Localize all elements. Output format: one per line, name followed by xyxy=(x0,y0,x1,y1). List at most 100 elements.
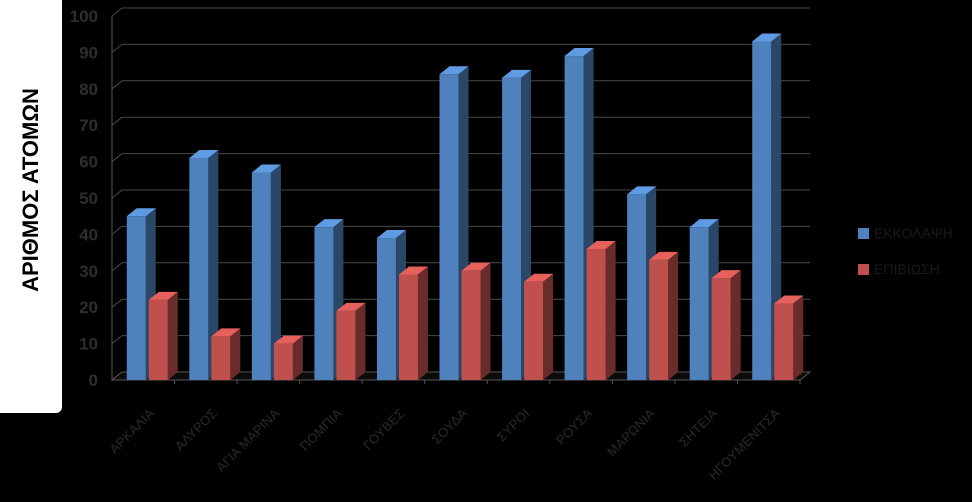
x-tick-label: ΣΟΥΔΑ xyxy=(429,405,471,447)
y-tick-label: 60 xyxy=(79,153,98,172)
y-tick-label: 0 xyxy=(89,371,98,390)
bar-front xyxy=(774,303,794,380)
bar-side xyxy=(730,270,741,380)
bar-front xyxy=(649,259,669,380)
bar-front xyxy=(189,157,209,380)
bar-top xyxy=(439,66,469,75)
bar-side xyxy=(543,273,554,380)
y-tick-label: 40 xyxy=(79,225,98,244)
bar-top xyxy=(314,219,344,228)
bar-top xyxy=(126,208,156,217)
x-tick-label: ΑΛΥΡΟΣ xyxy=(172,406,220,454)
bar-front xyxy=(251,172,271,380)
bar xyxy=(711,270,741,380)
bar-top xyxy=(251,164,281,173)
bar-front xyxy=(752,41,772,380)
legend-swatch xyxy=(858,264,869,275)
bar xyxy=(586,240,616,380)
bar-front xyxy=(273,343,293,380)
bar-top xyxy=(752,33,782,42)
bar-top xyxy=(211,328,241,337)
bar xyxy=(211,328,241,380)
gridline-side xyxy=(111,153,123,162)
gridline-side xyxy=(111,44,123,53)
y-axis-title-box: ΑΡΙΘΜΟΣ ΑΤΟΜΩΝ xyxy=(0,0,62,413)
gridline-side xyxy=(111,80,123,90)
y-tick-label: 70 xyxy=(79,116,98,135)
bar-front xyxy=(586,248,606,380)
bar-top xyxy=(148,291,178,300)
bar-side xyxy=(208,149,219,380)
bar-top xyxy=(502,69,532,78)
bar-side xyxy=(355,302,366,380)
bar-top xyxy=(564,48,594,57)
bar xyxy=(774,295,804,380)
bar xyxy=(251,164,281,380)
gridline-side xyxy=(111,116,123,126)
y-tick-labels: 0 10 20 30 40 50 60 70 80 90 100 xyxy=(70,7,98,390)
bar xyxy=(461,262,491,380)
gridline-side xyxy=(111,262,123,272)
bar-side xyxy=(292,335,303,380)
bar xyxy=(273,335,303,380)
bar-side xyxy=(417,266,428,380)
bar-top xyxy=(189,149,219,158)
bar-front xyxy=(376,238,396,380)
y-tick-label: 30 xyxy=(79,262,98,281)
bar-side xyxy=(167,291,178,380)
y-tick-label: 100 xyxy=(70,7,98,26)
bar xyxy=(398,266,428,380)
bar-side xyxy=(668,251,679,380)
gridline-side xyxy=(111,298,123,308)
bar-front xyxy=(711,278,731,380)
bar-front xyxy=(126,216,146,380)
x-tick-label: ΑΓΙΑ ΜΑΡΙΝΑ xyxy=(213,405,282,474)
bar-side xyxy=(793,295,804,380)
bar-top xyxy=(461,262,491,271)
bar-top xyxy=(627,186,657,195)
bar xyxy=(148,291,178,380)
x-tick-label: ΣΗΤΕΙΑ xyxy=(676,405,720,449)
bar-top xyxy=(524,273,554,282)
y-tick-label: 90 xyxy=(79,43,98,62)
x-tick-label: ΓΟΥΒΕΣ xyxy=(360,406,407,453)
bar-top xyxy=(376,230,406,239)
bar-front xyxy=(461,270,481,380)
y-tick-label: 50 xyxy=(79,189,98,208)
y-tick-label: 10 xyxy=(79,335,98,354)
bar-top xyxy=(273,335,303,344)
bar-front xyxy=(439,74,459,381)
bar-top xyxy=(586,240,616,249)
y-tick-label: 20 xyxy=(79,298,98,317)
bar-front xyxy=(524,281,544,380)
bar xyxy=(336,302,366,380)
bar xyxy=(649,251,679,380)
bar xyxy=(189,149,219,380)
x-tick-label: ΣΥΡΟΙ xyxy=(494,406,533,445)
gridline-side xyxy=(111,335,123,344)
legend-label: ΕΚΚΟΛΑΨΗ xyxy=(874,225,953,241)
x-tick-label: ΑΡΚΑΛΙΑ xyxy=(106,405,157,456)
bar-top xyxy=(689,219,719,228)
bar-top xyxy=(336,302,366,311)
bar-side xyxy=(230,328,241,380)
bar-side xyxy=(480,262,491,380)
bar-front xyxy=(564,56,584,380)
x-tick-label: ΜΑΡΩΝΙΑ xyxy=(604,405,658,459)
bars xyxy=(126,33,804,381)
bar-front xyxy=(148,299,168,380)
bar-front xyxy=(211,336,231,380)
bar xyxy=(752,33,782,380)
y-tick-label: 80 xyxy=(79,80,98,99)
bar-top xyxy=(774,295,804,304)
gridline-side xyxy=(111,226,123,235)
bar-top xyxy=(649,251,679,260)
bar-front xyxy=(502,77,522,380)
bar-side xyxy=(771,33,782,380)
gridline-side xyxy=(111,7,123,17)
bar xyxy=(524,273,554,380)
bar-side xyxy=(605,240,616,380)
